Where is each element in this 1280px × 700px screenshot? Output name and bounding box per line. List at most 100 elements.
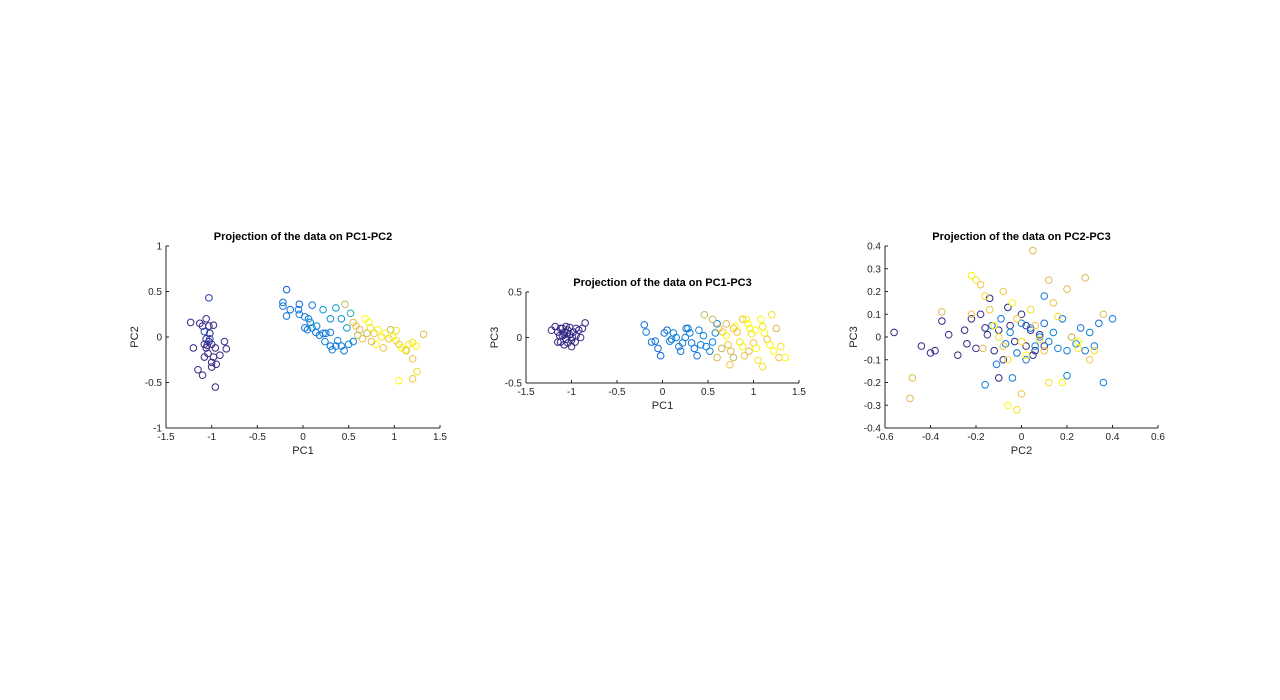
data-point bbox=[999, 287, 1008, 296]
data-point bbox=[1067, 333, 1076, 341]
data-point bbox=[346, 309, 355, 318]
data-point bbox=[724, 340, 732, 349]
data-point bbox=[682, 324, 690, 333]
data-point bbox=[746, 324, 754, 333]
data-point bbox=[767, 310, 776, 319]
data-point bbox=[408, 375, 417, 383]
data-point bbox=[205, 322, 213, 330]
data-point bbox=[758, 362, 767, 371]
x-tick-label: -0.4 bbox=[922, 432, 940, 443]
data-point bbox=[308, 301, 316, 309]
data-point bbox=[1008, 299, 1017, 307]
data-point bbox=[354, 331, 362, 339]
data-point bbox=[222, 345, 231, 353]
data-point bbox=[1013, 406, 1021, 414]
y-tick-label: 0 bbox=[875, 333, 881, 344]
data-point bbox=[1040, 319, 1049, 328]
data-point bbox=[355, 325, 364, 334]
data-point bbox=[729, 324, 738, 333]
data-point bbox=[200, 353, 209, 361]
data-point bbox=[279, 298, 287, 307]
data-point bbox=[1085, 355, 1094, 364]
scatter-plot-pc1-pc2: -1.5 -1 -0.5 0 0.5 1 1.5-1-0.500.51Projection … bbox=[129, 231, 447, 457]
data-point bbox=[665, 337, 674, 345]
data-point bbox=[1029, 246, 1037, 255]
x-tick-label: 0.5 bbox=[701, 387, 715, 398]
data-point bbox=[206, 335, 214, 343]
data-point bbox=[1054, 344, 1062, 353]
x-tick-label: -1 bbox=[567, 387, 576, 398]
data-point bbox=[654, 344, 662, 353]
data-point bbox=[717, 344, 726, 353]
y-tick-label: 0.5 bbox=[508, 288, 522, 299]
data-point bbox=[760, 329, 769, 337]
y-tick-label: 0 bbox=[156, 333, 162, 344]
data-point bbox=[306, 318, 315, 327]
y-axis-label: PC3 bbox=[489, 327, 501, 348]
data-point bbox=[1006, 328, 1014, 337]
data-point bbox=[1049, 328, 1058, 337]
data-point bbox=[295, 300, 304, 309]
data-point bbox=[366, 324, 375, 332]
data-point bbox=[994, 333, 1003, 341]
x-tick-label: 1 bbox=[751, 387, 757, 398]
data-point bbox=[326, 315, 335, 323]
data-point bbox=[700, 310, 709, 319]
y-tick-label: 0.2 bbox=[867, 287, 881, 298]
data-point bbox=[1074, 337, 1083, 346]
x-tick-label: -0.2 bbox=[967, 432, 985, 443]
data-point bbox=[775, 353, 783, 362]
data-point bbox=[1001, 340, 1010, 348]
data-point bbox=[981, 292, 989, 300]
x-tick-label: 0 bbox=[660, 387, 666, 398]
data-point bbox=[708, 338, 717, 346]
data-point bbox=[1081, 346, 1089, 355]
data-point bbox=[1017, 319, 1026, 328]
data-point bbox=[944, 330, 953, 339]
data-point bbox=[1004, 303, 1012, 312]
data-point bbox=[926, 349, 935, 357]
data-point bbox=[1022, 342, 1030, 350]
data-point bbox=[726, 361, 734, 369]
data-point bbox=[1085, 328, 1094, 337]
data-point bbox=[560, 340, 569, 349]
data-point bbox=[1045, 276, 1053, 284]
data-point bbox=[994, 374, 1003, 382]
data-point bbox=[1045, 337, 1053, 346]
data-point bbox=[713, 353, 721, 362]
data-point bbox=[370, 329, 379, 338]
x-tick-label: -1.5 bbox=[517, 387, 535, 398]
data-point bbox=[1006, 321, 1014, 330]
data-point bbox=[1017, 310, 1026, 319]
x-tick-label: 0.2 bbox=[1060, 432, 1074, 443]
data-point bbox=[718, 328, 727, 336]
data-point bbox=[198, 371, 207, 380]
data-point bbox=[740, 351, 749, 360]
data-point bbox=[990, 321, 999, 330]
scatter-plot-pc1-pc3: -1.5 -1 -0.5 0 0.5 1 1.5 -0.5 0 0.5 Projection of … bbox=[489, 277, 806, 412]
chart-title: Projection of the data on PC1-PC3 bbox=[573, 277, 751, 289]
data-point bbox=[656, 351, 665, 360]
data-point bbox=[1040, 342, 1049, 350]
data-point bbox=[972, 276, 980, 284]
data-point bbox=[908, 374, 917, 382]
x-tick-label: 1 bbox=[392, 432, 398, 443]
data-point bbox=[563, 329, 571, 337]
data-point bbox=[1022, 355, 1030, 364]
data-point bbox=[1063, 371, 1071, 380]
data-point bbox=[207, 358, 216, 367]
data-point bbox=[1076, 324, 1085, 332]
data-point bbox=[572, 324, 580, 333]
data-point bbox=[979, 344, 987, 353]
data-point bbox=[992, 360, 1001, 369]
data-point bbox=[651, 337, 660, 345]
data-point bbox=[367, 337, 376, 346]
x-tick-label: 1.5 bbox=[792, 387, 806, 398]
data-point bbox=[756, 315, 765, 324]
data-point bbox=[1095, 319, 1103, 328]
data-point bbox=[781, 353, 790, 362]
y-tick-label: 0.4 bbox=[867, 242, 881, 253]
data-point bbox=[906, 394, 914, 403]
data-point bbox=[374, 325, 382, 334]
